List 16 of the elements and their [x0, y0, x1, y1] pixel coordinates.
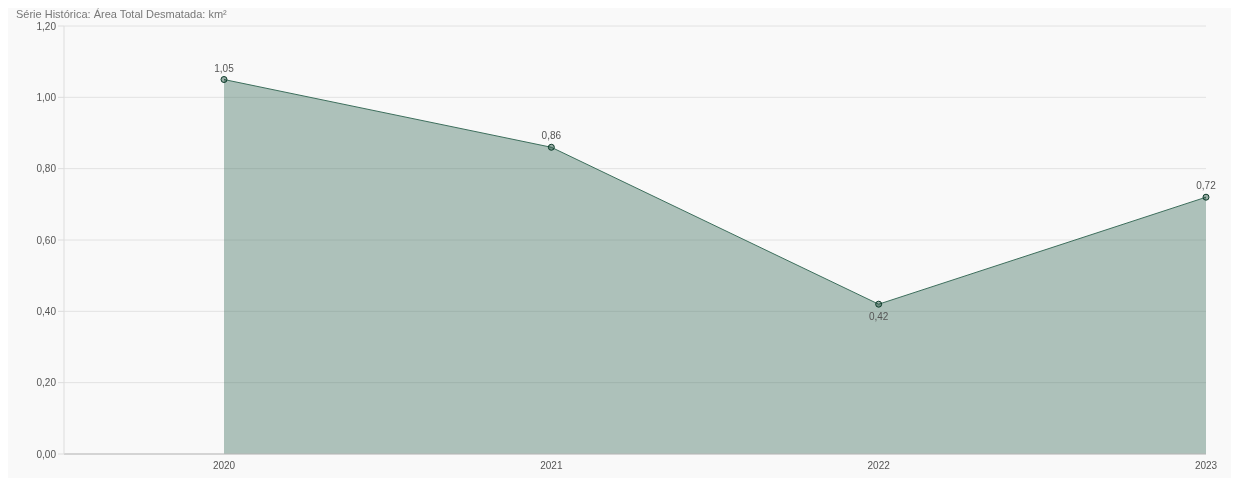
data-label: 0,72 — [1196, 180, 1217, 192]
y-tick-label: 0,00 — [36, 448, 57, 460]
x-tick-label: 2020 — [212, 460, 236, 472]
y-tick-label: 0,20 — [36, 377, 57, 389]
data-label: 1,05 — [214, 62, 235, 74]
data-label: 0,86 — [541, 130, 562, 142]
data-label: 0,42 — [868, 311, 889, 323]
y-tick-label: 0,60 — [36, 234, 57, 246]
x-tick-label: 2021 — [540, 460, 563, 472]
chart-title: Série Histórica: Área Total Desmatada: km² — [16, 8, 227, 20]
y-tick-label: 0,80 — [36, 163, 57, 175]
y-tick-label: 1,00 — [36, 91, 57, 103]
x-tick-label: 2022 — [867, 460, 891, 472]
y-tick-label: 0,40 — [36, 305, 57, 317]
x-tick-label: 2023 — [1194, 460, 1218, 472]
y-tick-label: 1,20 — [36, 20, 57, 32]
